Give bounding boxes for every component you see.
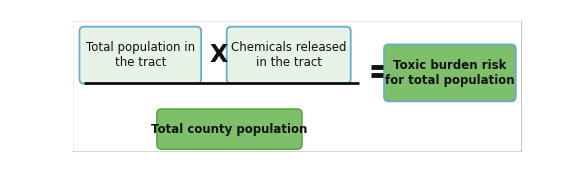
Text: Toxic burden risk
for total population: Toxic burden risk for total population bbox=[385, 59, 514, 87]
Text: Total county population: Total county population bbox=[151, 123, 307, 136]
FancyBboxPatch shape bbox=[157, 109, 302, 149]
Text: Total population in
the tract: Total population in the tract bbox=[86, 41, 195, 69]
FancyBboxPatch shape bbox=[72, 21, 522, 152]
FancyBboxPatch shape bbox=[227, 27, 351, 84]
FancyBboxPatch shape bbox=[384, 44, 516, 101]
Text: X: X bbox=[209, 43, 227, 67]
FancyBboxPatch shape bbox=[79, 27, 201, 84]
Text: Chemicals released
in the tract: Chemicals released in the tract bbox=[231, 41, 346, 69]
